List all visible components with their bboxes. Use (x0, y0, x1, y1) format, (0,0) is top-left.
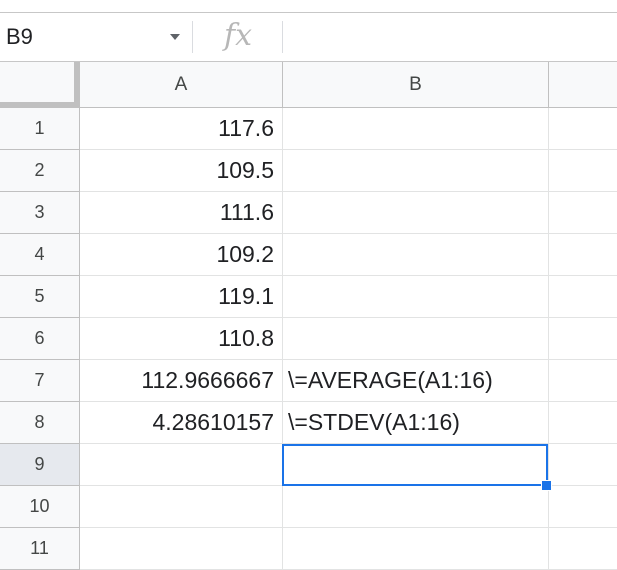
table-row: 5 119.1 (0, 276, 617, 318)
row-header-9[interactable]: 9 (0, 444, 80, 486)
cell-c5[interactable] (549, 276, 617, 318)
formula-bar-separator (282, 21, 283, 53)
table-row: 2 109.5 (0, 150, 617, 192)
cell-c6[interactable] (549, 318, 617, 360)
row-header-5[interactable]: 5 (0, 276, 80, 318)
table-row: 3 111.6 (0, 192, 617, 234)
cell-a11[interactable] (80, 528, 283, 570)
cell-c9[interactable] (549, 444, 617, 486)
cell-b8[interactable]: \=STDEV(A1:16) (283, 402, 549, 444)
freeze-row-handle[interactable] (0, 102, 80, 108)
formula-bar-separator (192, 21, 193, 53)
cell-c4[interactable] (549, 234, 617, 276)
toolbar-divider (0, 12, 617, 13)
table-row: 4 109.2 (0, 234, 617, 276)
row-header-11[interactable]: 11 (0, 528, 80, 570)
row-header-3[interactable]: 3 (0, 192, 80, 234)
freeze-column-handle[interactable] (74, 62, 80, 108)
row-header-7[interactable]: 7 (0, 360, 80, 402)
name-box-value: B9 (6, 24, 33, 49)
fill-handle[interactable] (541, 480, 552, 491)
cell-a3[interactable]: 111.6 (80, 192, 283, 234)
cell-c1[interactable] (549, 108, 617, 150)
cell-a2[interactable]: 109.5 (80, 150, 283, 192)
cell-b9[interactable] (283, 444, 549, 486)
column-header-c[interactable] (549, 62, 617, 108)
cell-a10[interactable] (80, 486, 283, 528)
table-row: 7 112.9666667 \=AVERAGE(A1:16) (0, 360, 617, 402)
cell-a8[interactable]: 4.28610157 (80, 402, 283, 444)
cell-a7[interactable]: 112.9666667 (80, 360, 283, 402)
cell-b11[interactable] (283, 528, 549, 570)
table-row: 10 (0, 486, 617, 528)
cell-b7[interactable]: \=AVERAGE(A1:16) (283, 360, 549, 402)
table-row: 9 (0, 444, 617, 486)
cell-c7[interactable] (549, 360, 617, 402)
table-row: 1 117.6 (0, 108, 617, 150)
table-row: 8 4.28610157 \=STDEV(A1:16) (0, 402, 617, 444)
column-header-a[interactable]: A (80, 62, 283, 108)
chevron-down-icon[interactable] (170, 34, 180, 40)
cell-a6[interactable]: 110.8 (80, 318, 283, 360)
cell-c2[interactable] (549, 150, 617, 192)
cell-b3[interactable] (283, 192, 549, 234)
table-row: 11 (0, 528, 617, 570)
grid-top-border (0, 61, 617, 62)
cell-b5[interactable] (283, 276, 549, 318)
name-box[interactable]: B9 (0, 13, 192, 61)
cell-b1[interactable] (283, 108, 549, 150)
row-header-10[interactable]: 10 (0, 486, 80, 528)
row-header-6[interactable]: 6 (0, 318, 80, 360)
table-row: 6 110.8 (0, 318, 617, 360)
cell-a4[interactable]: 109.2 (80, 234, 283, 276)
cell-a5[interactable]: 119.1 (80, 276, 283, 318)
row-header-2[interactable]: 2 (0, 150, 80, 192)
cell-c3[interactable] (549, 192, 617, 234)
cell-b2[interactable] (283, 150, 549, 192)
row-header-8[interactable]: 8 (0, 402, 80, 444)
row-header-1[interactable]: 1 (0, 108, 80, 150)
cell-c10[interactable] (549, 486, 617, 528)
cell-c11[interactable] (549, 528, 617, 570)
cell-b10[interactable] (283, 486, 549, 528)
row-header-4[interactable]: 4 (0, 234, 80, 276)
cell-a1[interactable]: 117.6 (80, 108, 283, 150)
formula-input[interactable] (292, 13, 617, 61)
cell-a9[interactable] (80, 444, 283, 486)
cell-c8[interactable] (549, 402, 617, 444)
cell-b6[interactable] (283, 318, 549, 360)
column-header-b[interactable]: B (283, 62, 549, 108)
cell-b4[interactable] (283, 234, 549, 276)
fx-icon: fx (223, 17, 253, 53)
